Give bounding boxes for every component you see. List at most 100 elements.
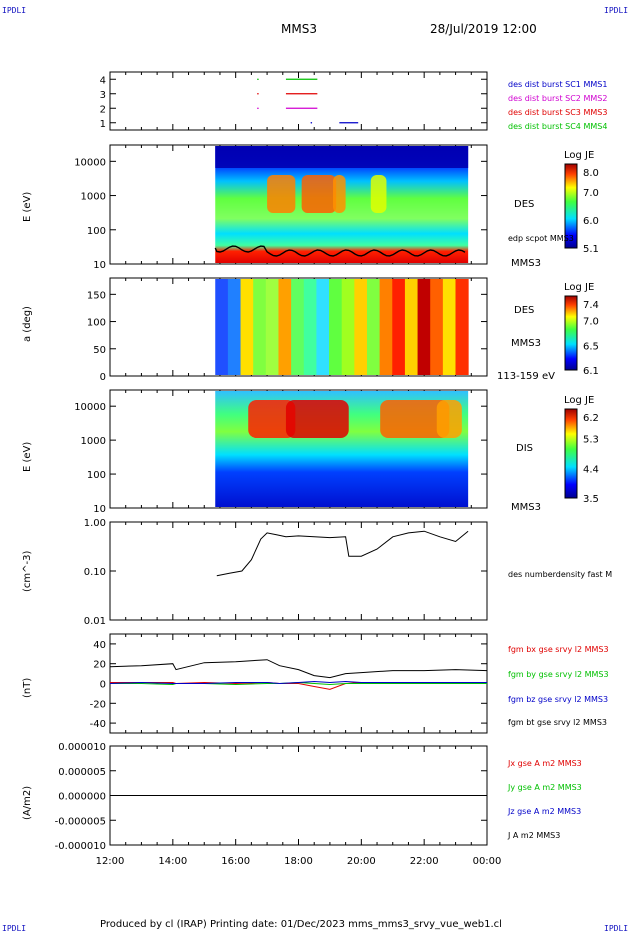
- ytick-label-p3: 100: [87, 318, 106, 329]
- panel-frame-p5: [109, 521, 488, 621]
- des-hot-band: [333, 175, 346, 213]
- time-tick-label: 00:00: [473, 856, 502, 867]
- time-tick-label: 22:00: [410, 856, 439, 867]
- colorbar-tick-p3: 6.5: [583, 341, 599, 352]
- time-tick-label: 12:00: [96, 856, 125, 867]
- colorbar-p3: [564, 295, 578, 371]
- ytick-label-p1: 1: [100, 119, 106, 130]
- colorbar-tick-p3: 7.4: [583, 300, 599, 311]
- label-des-pa: DES: [514, 305, 535, 316]
- pa-stripe: [240, 279, 254, 375]
- pa-stripe: [455, 279, 469, 375]
- pa-stripe: [227, 279, 242, 375]
- corner-mark-tr: IPDLI: [604, 6, 629, 15]
- ytick-label-p5: 0.01: [84, 616, 106, 627]
- ytick-label-p7: 0.000010: [58, 742, 106, 753]
- ytick-label-p4: 100: [87, 470, 106, 481]
- corner-mark-tl: IPDLI: [2, 6, 27, 15]
- colorbar-tick-p3: 6.1: [583, 366, 599, 377]
- burst-dot-SC1: [310, 121, 313, 124]
- label-density: des numberdensity fast M: [508, 570, 613, 579]
- ytick-label-p2: 100: [87, 226, 106, 237]
- ytick-label-p7: 0.000000: [58, 792, 106, 803]
- label-jy: Jy gse A m2 MMS3: [508, 783, 582, 792]
- dis-hot-band: [380, 400, 450, 438]
- pa-stripe: [354, 279, 368, 375]
- label-bz: fgm bz gse srvy l2 MMS3: [508, 695, 609, 704]
- field-line-bt: [109, 659, 488, 679]
- label-bt: fgm bt gse srvy l2 MMS3: [508, 718, 607, 727]
- label-mms3-c: MMS3: [511, 502, 541, 513]
- colorbar-tick-p4: 4.4: [583, 464, 599, 475]
- time-tick-label: 20:00: [347, 856, 376, 867]
- ytick-label-p2: 10: [93, 260, 106, 271]
- ytick-label-p6: -20: [90, 699, 106, 710]
- cbar-title-3: Log JE: [564, 395, 595, 406]
- label-by: fgm by gse srvy l2 MMS3: [508, 670, 609, 679]
- ytick-label-p6: 40: [93, 640, 106, 651]
- colorbar-tick-p4: 6.2: [583, 413, 599, 424]
- ytick-label-p7: 0.000005: [58, 767, 106, 778]
- date-title: 28/Jul/2019 12:00: [430, 22, 537, 36]
- pa-stripe: [379, 279, 393, 375]
- label-energy-range: 113-159 eV: [497, 371, 555, 382]
- label-scpot: edp scpot MMS3: [508, 234, 574, 243]
- ytick-label-p6: -40: [90, 719, 106, 730]
- legend-sc2: des dist burst SC2 MMS2: [508, 94, 608, 103]
- ytick-label-p5: 0.10: [84, 567, 106, 578]
- colorbar-tick-p4: 3.5: [583, 494, 599, 505]
- ytick-label-p3: 50: [93, 345, 106, 356]
- colorbar-tick-p2: 6.0: [583, 216, 599, 227]
- ytick-label-p2: 10000: [74, 157, 106, 168]
- pa-stripe: [303, 279, 317, 375]
- ytick-label-p6: 0: [100, 680, 106, 691]
- cbar-title-2: Log JE: [564, 282, 595, 293]
- corner-mark-bl: IPDLI: [2, 924, 27, 933]
- label-mms3-a: MMS3: [511, 258, 541, 269]
- ytick-label-p3: 150: [87, 290, 106, 301]
- des-hot-band: [370, 175, 387, 213]
- des-spectrogram-top: [215, 146, 469, 168]
- des-hot-band: [267, 175, 296, 213]
- dis-hot-band: [285, 400, 349, 438]
- colorbar-p2: [564, 163, 578, 249]
- des-hot-band: [301, 175, 337, 213]
- pa-stripe: [316, 279, 330, 375]
- legend-sc1: des dist burst SC1 MMS1: [508, 80, 608, 89]
- pa-stripe: [215, 279, 229, 375]
- cbar-title-1: Log JE: [564, 150, 595, 161]
- time-tick-label: 14:00: [158, 856, 187, 867]
- pa-stripe: [265, 279, 279, 375]
- ytick-label-p5: 1.00: [84, 518, 106, 529]
- label-bx: fgm bx gse srvy l2 MMS3: [508, 645, 609, 654]
- scpot-line: [214, 245, 466, 257]
- pa-stripe: [253, 279, 267, 375]
- panel-frame-p1: [109, 71, 488, 131]
- pa-stripe: [442, 279, 457, 375]
- label-dis: DIS: [516, 443, 533, 454]
- dis-hot-band: [436, 400, 462, 438]
- colorbar-tick-p3: 7.0: [583, 317, 599, 328]
- ytick-label-p6: 20: [93, 660, 106, 671]
- burst-dot-SC2: [257, 107, 259, 110]
- label-jz: Jz gse A m2 MMS3: [508, 807, 582, 816]
- colorbar-tick-p2: 5.1: [583, 244, 599, 255]
- mission-title: MMS3: [281, 22, 317, 36]
- time-tick-label: 18:00: [284, 856, 313, 867]
- ytick-label-p4: 10: [93, 504, 106, 515]
- burst-dot-SC4: [257, 78, 259, 81]
- colorbar-tick-p4: 5.3: [583, 435, 599, 446]
- ytick-label-p7: -0.000005: [55, 816, 106, 827]
- legend-sc4: des dist burst SC4 MMS4: [508, 122, 608, 131]
- time-tick-label: 16:00: [221, 856, 250, 867]
- colorbar-p4: [564, 408, 578, 499]
- colorbar-tick-p2: 8.0: [583, 168, 599, 179]
- label-des: DES: [514, 199, 535, 210]
- label-jx: Jx gse A m2 MMS3: [508, 759, 582, 768]
- ytick-label-p4: 10000: [74, 402, 106, 413]
- burst-dot-SC3: [257, 92, 259, 95]
- ytick-label-p1: 2: [100, 104, 106, 115]
- label-mms3-b: MMS3: [511, 338, 541, 349]
- pa-stripe: [417, 279, 431, 375]
